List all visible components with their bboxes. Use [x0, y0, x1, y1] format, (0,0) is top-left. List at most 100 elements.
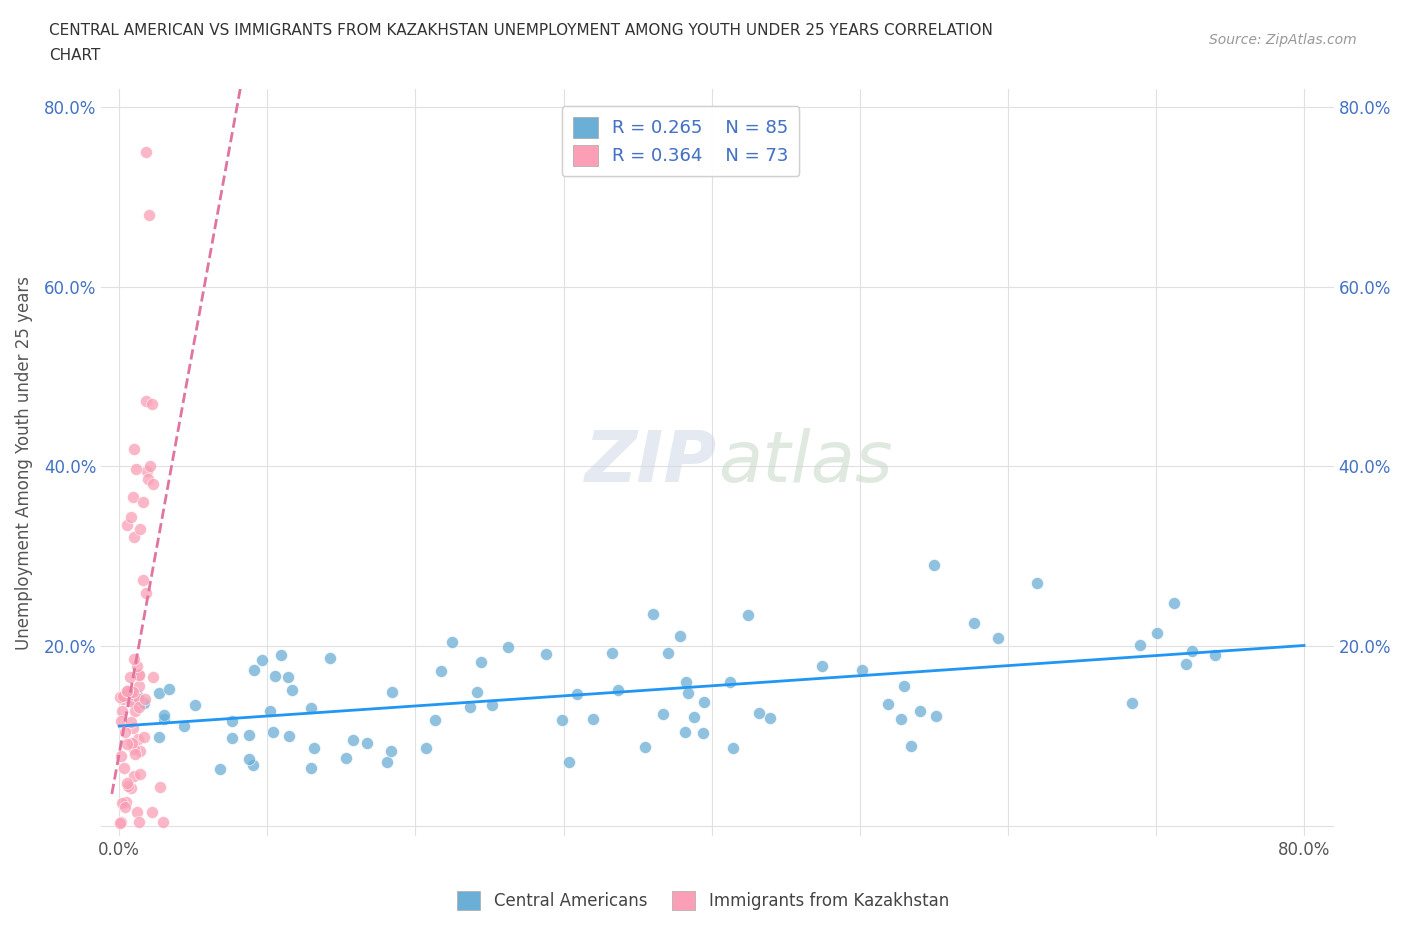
- Point: [221, 713, 243, 728]
- Point: [304, 741, 326, 756]
- Point: [122, 441, 145, 456]
- Point: [600, 645, 623, 660]
- Point: [678, 685, 700, 700]
- Point: [125, 658, 148, 673]
- Point: [112, 692, 135, 707]
- Point: [128, 522, 150, 537]
- Point: [682, 710, 704, 724]
- Point: [356, 736, 378, 751]
- Point: [134, 692, 156, 707]
- Point: [737, 608, 759, 623]
- Point: [252, 652, 274, 667]
- Point: [122, 741, 145, 756]
- Point: [127, 731, 149, 746]
- Point: [581, 711, 603, 726]
- Point: [851, 662, 873, 677]
- Point: [465, 684, 488, 699]
- Point: [173, 718, 195, 733]
- Point: [1163, 595, 1185, 610]
- Point: [567, 686, 589, 701]
- Point: [1121, 696, 1143, 711]
- Point: [669, 629, 692, 644]
- Point: [110, 815, 132, 830]
- Point: [723, 741, 745, 756]
- Point: [607, 683, 630, 698]
- Point: [115, 794, 138, 809]
- Point: [114, 799, 136, 814]
- Point: [128, 815, 150, 830]
- Point: [184, 698, 207, 712]
- Point: [641, 606, 664, 621]
- Point: [470, 655, 492, 670]
- Point: [115, 684, 138, 698]
- Point: [128, 743, 150, 758]
- Point: [748, 705, 770, 720]
- Point: [128, 668, 150, 683]
- Point: [121, 695, 143, 710]
- Point: [108, 816, 131, 830]
- Point: [319, 650, 342, 665]
- Point: [277, 728, 299, 743]
- Legend: Central Americans, Immigrants from Kazakhstan: Central Americans, Immigrants from Kazak…: [450, 884, 956, 917]
- Point: [440, 634, 463, 649]
- Text: ZIP: ZIP: [585, 429, 717, 498]
- Point: [558, 754, 581, 769]
- Point: [122, 688, 145, 703]
- Point: [375, 754, 398, 769]
- Point: [124, 768, 146, 783]
- Y-axis label: Unemployment Among Youth under 25 years: Unemployment Among Youth under 25 years: [15, 276, 32, 650]
- Point: [277, 670, 299, 684]
- Point: [135, 586, 157, 601]
- Point: [270, 647, 292, 662]
- Point: [425, 712, 447, 727]
- Point: [120, 780, 142, 795]
- Point: [430, 663, 453, 678]
- Point: [281, 683, 304, 698]
- Point: [122, 489, 145, 504]
- Point: [1146, 626, 1168, 641]
- Point: [673, 724, 696, 739]
- Point: [142, 670, 165, 684]
- Point: [262, 724, 284, 739]
- Point: [299, 700, 322, 715]
- Point: [1204, 647, 1226, 662]
- Point: [114, 724, 136, 739]
- Point: [129, 766, 152, 781]
- Point: [675, 674, 697, 689]
- Point: [115, 518, 138, 533]
- Point: [128, 692, 150, 707]
- Point: [115, 737, 138, 751]
- Point: [112, 761, 135, 776]
- Point: [111, 795, 134, 810]
- Point: [153, 708, 176, 723]
- Point: [534, 646, 557, 661]
- Point: [652, 706, 675, 721]
- Point: [1174, 657, 1197, 671]
- Point: [657, 645, 679, 660]
- Point: [693, 694, 716, 709]
- Point: [1181, 644, 1204, 658]
- Point: [1026, 576, 1049, 591]
- Point: [380, 744, 402, 759]
- Point: [127, 805, 149, 820]
- Point: [877, 697, 900, 711]
- Point: [634, 739, 657, 754]
- Point: [138, 207, 160, 222]
- Point: [987, 631, 1010, 645]
- Point: [496, 639, 519, 654]
- Point: [890, 711, 912, 726]
- Point: [110, 749, 132, 764]
- Point: [110, 713, 132, 728]
- Point: [117, 778, 139, 793]
- Point: [128, 700, 150, 715]
- Text: atlas: atlas: [717, 429, 893, 498]
- Point: [243, 663, 266, 678]
- Point: [381, 684, 404, 699]
- Point: [120, 684, 142, 699]
- Point: [118, 670, 141, 684]
- Point: [259, 704, 281, 719]
- Point: [136, 464, 159, 479]
- Point: [458, 699, 481, 714]
- Point: [132, 729, 155, 744]
- Point: [692, 725, 714, 740]
